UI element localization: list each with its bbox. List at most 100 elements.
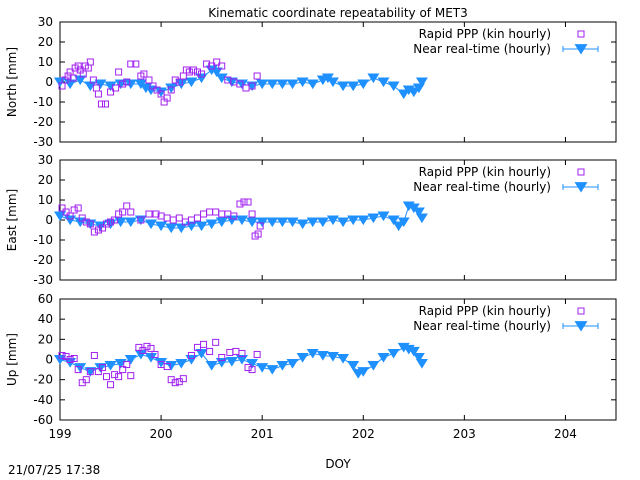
data-point-nrt [175,359,188,369]
chart-panel-2: -30 -20 -10 0 10 20 30 East [mm] Rapid PPP (kin … [5,153,617,287]
data-point-ppp [132,60,140,68]
data-point-ppp [198,70,206,78]
data-point-ppp [74,366,82,374]
data-point-nrt [296,219,309,230]
data-point-nrt [225,77,238,88]
data-point-nrt [64,79,77,90]
data-point-nrt [94,363,107,373]
data-point-ppp [230,212,238,220]
data-point-nrt [397,217,410,228]
data-point-ppp [98,364,106,372]
series-line-nrt [59,205,423,229]
data-point-ppp [62,208,70,216]
data-point-nrt [337,217,350,228]
data-point-nrt [367,361,380,371]
y-tick-label: -10 [33,233,53,247]
data-point-nrt [347,81,360,92]
data-point-ppp [94,368,102,376]
data-point-nrt [407,87,420,98]
data-point-ppp [115,68,123,76]
data-point-ppp [169,216,177,224]
x-tick-label: 203 [453,427,476,441]
data-point-ppp [200,210,208,218]
data-point-nrt [266,365,279,375]
data-point-ppp [82,376,90,384]
data-point-nrt [387,215,400,226]
data-point-ppp [70,206,78,214]
data-point-ppp [107,218,115,226]
data-point-ppp [254,230,262,238]
data-point-ppp [253,350,261,358]
data-point-ppp [213,58,221,66]
data-point-nrt [64,215,77,226]
data-point-nrt [104,361,117,371]
data-point-ppp [143,342,151,350]
data-point-nrt [205,219,218,230]
legend-marker-nrt [574,44,588,55]
y-tick-label: -20 [33,253,53,267]
y-tick-label: -20 [33,373,53,387]
data-point-nrt [387,348,400,359]
data-point-nrt [205,361,218,371]
data-point-nrt [415,77,428,88]
data-point-ppp [238,349,246,357]
data-point-nrt [144,352,157,363]
data-point-nrt [246,217,259,228]
data-point-ppp [119,366,127,374]
data-point-ppp [163,94,171,102]
y-tick-label: -60 [33,413,53,427]
data-point-nrt [124,79,137,90]
data-point-nrt [296,352,309,363]
data-point-ppp [111,216,119,224]
data-point-nrt [377,77,390,88]
data-point-ppp [64,72,72,80]
data-point-ppp [74,62,82,70]
data-point-ppp [212,208,220,216]
legend-label-ppp: Rapid PPP (kin hourly) [419,165,551,179]
data-point-nrt [246,359,259,369]
data-point-ppp [74,204,82,212]
data-point-ppp [111,371,119,379]
data-point-nrt [306,217,319,228]
data-point-nrt [225,215,238,226]
data-point-ppp [248,366,256,374]
y-tick-label: 20 [38,332,53,346]
data-point-nrt [415,359,428,369]
data-point-nrt [215,73,228,84]
data-point-ppp [218,353,226,361]
data-point-nrt [392,221,405,232]
data-point-nrt [377,211,390,222]
y-tick-label: 20 [38,173,53,187]
data-point-ppp [103,373,111,381]
legend-label-nrt: Near real-time (hourly) [413,180,551,194]
data-point-nrt [357,79,370,90]
data-point-ppp [97,100,105,108]
legend-label-nrt: Near real-time (hourly) [413,319,551,333]
data-point-ppp [139,346,147,354]
data-point-nrt [276,79,289,90]
data-point-nrt [306,348,319,359]
chart-title: Kinematic coordinate repeatability of ME… [208,6,468,20]
data-point-nrt [316,350,329,361]
data-point-ppp [94,90,102,98]
legend-label-ppp: Rapid PPP (kin hourly) [419,304,551,318]
data-point-ppp [115,210,123,218]
data-point-ppp [185,68,193,76]
data-point-ppp [203,60,211,68]
data-point-nrt [215,217,228,228]
data-point-ppp [69,74,77,82]
x-axis-label: DOY [325,457,351,471]
data-point-nrt [407,346,420,357]
data-point-nrt [155,221,168,232]
y-tick-label: 40 [38,312,53,326]
data-point-nrt [94,79,107,90]
data-point-ppp [232,347,240,355]
data-point-ppp [244,364,252,372]
data-point-nrt [94,221,107,232]
y-tick-label: -40 [33,393,53,407]
data-point-nrt [276,217,289,228]
data-point-ppp [127,208,135,216]
data-point-nrt [225,357,238,367]
